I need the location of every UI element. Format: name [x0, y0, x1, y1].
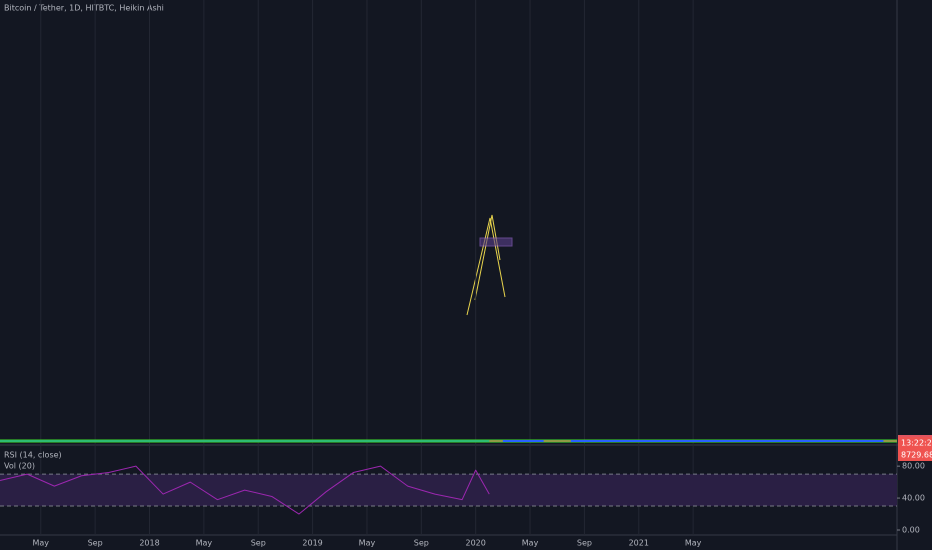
last-price-box	[898, 437, 932, 461]
x-tick-label: Sep	[414, 539, 429, 548]
x-tick-label: Sep	[88, 539, 103, 548]
x-tick-label: May	[196, 539, 213, 548]
x-tick-label: May	[32, 539, 49, 548]
rsi-tick-label: 40.00	[902, 494, 925, 503]
pattern-box	[479, 237, 513, 247]
rsi-tick-label: 80.00	[902, 462, 925, 471]
chart-title: Bitcoin / Tether, 1D, HITBTC, Heikin Ash…	[4, 4, 164, 13]
x-tick-label: 2020	[466, 539, 486, 548]
x-tick-label: 2018	[139, 539, 159, 548]
x-tick-label: May	[685, 539, 702, 548]
x-tick-label: Sep	[251, 539, 266, 548]
x-tick-label: May	[359, 539, 376, 548]
pattern-line	[466, 217, 506, 316]
countdown: 13:22:20	[901, 439, 932, 448]
rsi-band	[0, 474, 897, 507]
x-tick-label: 2019	[302, 539, 322, 548]
last-price-label: 8729.68	[901, 451, 932, 460]
x-tick-label: May	[522, 539, 539, 548]
rsi-tick-label: 0.00	[902, 526, 920, 535]
rsi-legend: RSI (14, close)	[4, 451, 62, 460]
x-tick-label: 2021	[629, 539, 649, 548]
x-tick-label: Sep	[577, 539, 592, 548]
pattern-drawing	[466, 214, 513, 316]
volume-legend: Vol (20)	[4, 462, 35, 471]
series-line	[0, 465, 490, 515]
